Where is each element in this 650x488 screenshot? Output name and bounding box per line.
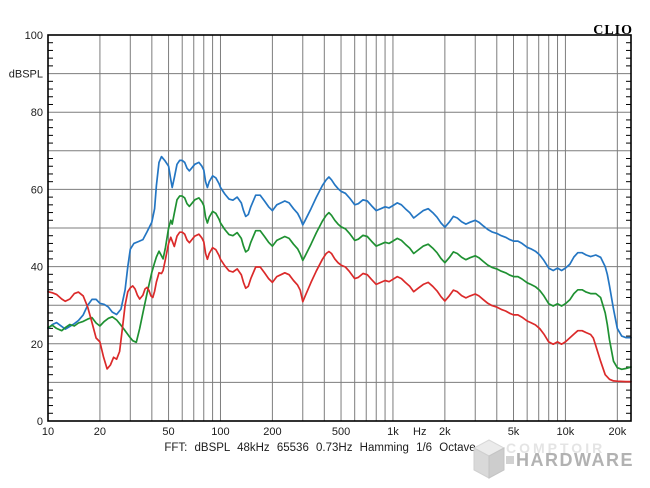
x-axis-label-200: 200 <box>263 426 281 438</box>
y-axis-unit-label: dBSPL <box>9 69 43 81</box>
x-axis-label-20k: 20k <box>608 426 626 438</box>
y-axis-label-0: 0 <box>37 416 43 428</box>
y-axis-label-60: 60 <box>31 184 43 196</box>
y-axis-label-40: 40 <box>31 262 43 274</box>
watermark-du-badge <box>506 456 514 464</box>
x-axis-label-10: 10 <box>42 426 54 438</box>
x-axis-unit-label: Hz <box>413 426 426 438</box>
x-axis-label-1k: 1k <box>387 426 399 438</box>
watermark-line2: HARDWARE <box>516 450 634 470</box>
y-axis-label-100: 100 <box>25 30 43 42</box>
curve-mid-level <box>47 195 632 371</box>
y-axis-label-80: 80 <box>31 107 43 119</box>
watermark: COMPTOIR HARDWARE <box>470 437 650 485</box>
measurement-caption: FFT: dBSPL 48kHz 65536 0.73Hz Hamming 1/… <box>164 442 476 454</box>
curve-high-level <box>47 155 632 339</box>
x-axis-label-10k: 10k <box>557 426 575 438</box>
watermark-line1: COMPTOIR <box>506 440 606 456</box>
x-axis-label-5k: 5k <box>508 426 520 438</box>
clio-logo: CLIO <box>593 23 633 38</box>
cube-icon <box>472 439 506 479</box>
x-axis-label-500: 500 <box>332 426 350 438</box>
curve-low-level <box>47 231 632 383</box>
x-axis-label-2k: 2k <box>439 426 451 438</box>
x-axis-label-50: 50 <box>162 426 174 438</box>
x-axis-label-100: 100 <box>211 426 229 438</box>
x-axis-label-20: 20 <box>94 426 106 438</box>
plot-border <box>47 34 632 422</box>
y-axis-label-20: 20 <box>31 339 43 351</box>
